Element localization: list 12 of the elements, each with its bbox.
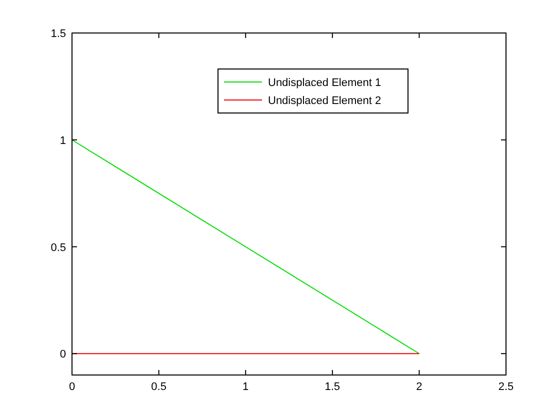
x-tick-label: 0 [68, 381, 76, 393]
y-tick-label: 1 [60, 134, 66, 147]
x-tick-label: 2.5 [498, 381, 514, 393]
legend-label: Undisplaced Element 1 [268, 77, 382, 89]
y-tick-label: 0 [60, 348, 66, 361]
legend-label: Undisplaced Element 2 [268, 95, 382, 107]
y-tick-label: 0.5 [50, 242, 66, 254]
x-tick-label: 2 [416, 381, 422, 393]
y-tick-label: 1.5 [50, 28, 66, 40]
x-tick-label: 1.5 [324, 381, 340, 393]
x-tick-label: 1 [242, 381, 249, 393]
x-tick-label: 0.5 [151, 381, 166, 393]
